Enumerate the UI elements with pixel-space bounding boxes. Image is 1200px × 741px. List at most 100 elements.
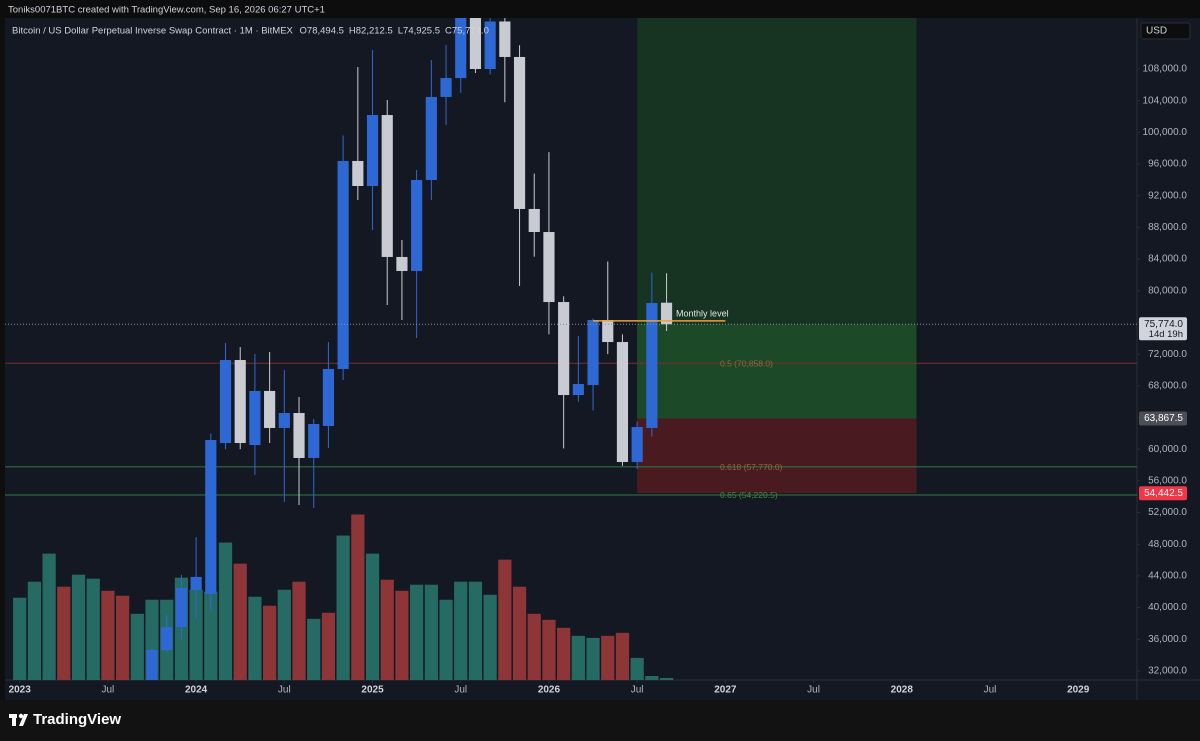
x-tick-label: Jul <box>102 685 115 696</box>
volume-bar <box>277 589 291 680</box>
candle-body <box>455 18 467 79</box>
ohlc-legend: O78,494.5 H82,212.5 L74,925.5 C75,774.0 <box>300 26 489 37</box>
volume-bar <box>42 553 56 680</box>
ohlc-value: H82,212.5 <box>349 26 393 37</box>
volume-bar <box>454 581 468 680</box>
volume-bar <box>468 581 483 680</box>
volume-bar <box>248 596 262 680</box>
volume-bar <box>351 514 365 680</box>
candle-body <box>469 18 482 70</box>
x-tick-label: 2029 <box>1067 685 1090 696</box>
ohlc-value: O78,494.5 <box>300 26 344 37</box>
volume-bar <box>586 637 600 680</box>
x-tick-label: Jul <box>807 685 820 696</box>
volume-bar <box>424 584 438 680</box>
y-tick-label: 68,000.0 <box>1148 380 1187 391</box>
candle-body <box>411 179 423 271</box>
volume-bar <box>189 589 203 680</box>
candle-body <box>352 160 364 186</box>
volume-bar <box>27 581 42 680</box>
candle-body <box>366 115 379 186</box>
stop-box <box>1139 486 1187 501</box>
x-tick-label: Jul <box>631 685 644 696</box>
volume-bar <box>292 581 306 680</box>
candle-body <box>484 21 496 70</box>
entry-label: 63,867.5 <box>1144 413 1183 424</box>
candle-body <box>175 587 188 628</box>
candle-body <box>293 412 305 458</box>
volume-bar <box>542 619 556 680</box>
pane: 0.5 (70,858.0) 0.618 (57,770.0) 0.65 (54,2… <box>5 18 1137 680</box>
stop-label: 54,442.5 <box>1144 488 1183 499</box>
y-tick-label: 100,000.0 <box>1143 127 1188 138</box>
y-tick-label: 56,000.0 <box>1148 476 1187 487</box>
y-tick-label: 48,000.0 <box>1148 539 1187 550</box>
candle-body <box>543 232 555 303</box>
y-tick-label: 108,000.0 <box>1143 64 1188 75</box>
y-tick-label: 80,000.0 <box>1148 285 1187 296</box>
volume-bar <box>380 579 394 680</box>
volume-bar <box>204 591 218 680</box>
candle-body <box>558 302 570 396</box>
candle-body <box>381 115 393 257</box>
candle-body <box>161 627 173 650</box>
monthly-level-label: Monthly level <box>676 308 729 318</box>
top-strip <box>0 0 1200 18</box>
chart-background <box>5 18 1200 700</box>
volume-bar <box>365 553 380 680</box>
candle-body <box>499 21 511 57</box>
x-tick-label: 2024 <box>185 685 208 696</box>
candle-body <box>278 412 290 428</box>
y-tick-label: 88,000.0 <box>1148 222 1187 233</box>
volume-bar <box>101 590 115 680</box>
volume-bar <box>13 597 27 680</box>
volume-bar <box>557 627 571 680</box>
candle-body <box>146 649 158 680</box>
candle-body <box>264 390 276 428</box>
y-tick-label: 72,000.0 <box>1148 349 1187 360</box>
candle-body <box>219 360 232 444</box>
candle-body <box>249 390 261 445</box>
brand-logo <box>9 713 28 726</box>
stop-zone <box>637 418 917 494</box>
x-tick-label: 2028 <box>891 685 914 696</box>
x-tick-label: 2023 <box>9 685 32 696</box>
volume-bar <box>395 590 409 680</box>
volume-bar <box>218 542 233 680</box>
candle-body <box>660 302 673 325</box>
y-tick-label: 36,000.0 <box>1148 634 1187 645</box>
currency[interactable]: USD <box>1146 26 1167 37</box>
candle-body <box>616 342 629 463</box>
axes: 32,000.0 36,000.0 40,000.0 44,000.0 48,000.0… <box>9 64 1188 696</box>
level-label: 0.618 (57,770.0) <box>720 462 783 472</box>
x-tick-label: 2026 <box>538 685 561 696</box>
x-tick-label: 2027 <box>714 685 737 696</box>
volume-bar <box>527 613 541 680</box>
y-tick-label: 44,000.0 <box>1148 571 1187 582</box>
candle-body <box>396 256 408 271</box>
y-tick-label: 32,000.0 <box>1148 666 1187 677</box>
volume-bar <box>263 605 277 680</box>
volume-bar <box>71 574 86 680</box>
volume-bar <box>86 578 100 680</box>
candle-body <box>308 424 320 458</box>
volume-bar <box>571 635 585 680</box>
y-tick-label: 96,000.0 <box>1148 159 1187 170</box>
candle-body <box>440 78 452 97</box>
y-tick-label: 60,000.0 <box>1148 444 1187 455</box>
volume-bar <box>615 632 630 680</box>
candle-body <box>513 56 526 209</box>
volume-bar <box>645 675 659 680</box>
volume-bar <box>659 677 674 680</box>
candle-body <box>631 427 643 463</box>
volume-bar <box>307 618 321 680</box>
candle-body <box>528 208 540 233</box>
volume-bar <box>130 613 144 680</box>
currency-box[interactable] <box>1140 22 1191 40</box>
y-tick-label: 52,000.0 <box>1148 507 1187 518</box>
profit-fill <box>637 324 917 419</box>
countdown: 14d 19h <box>1149 329 1183 340</box>
y-tick-label: 84,000.0 <box>1148 254 1187 265</box>
